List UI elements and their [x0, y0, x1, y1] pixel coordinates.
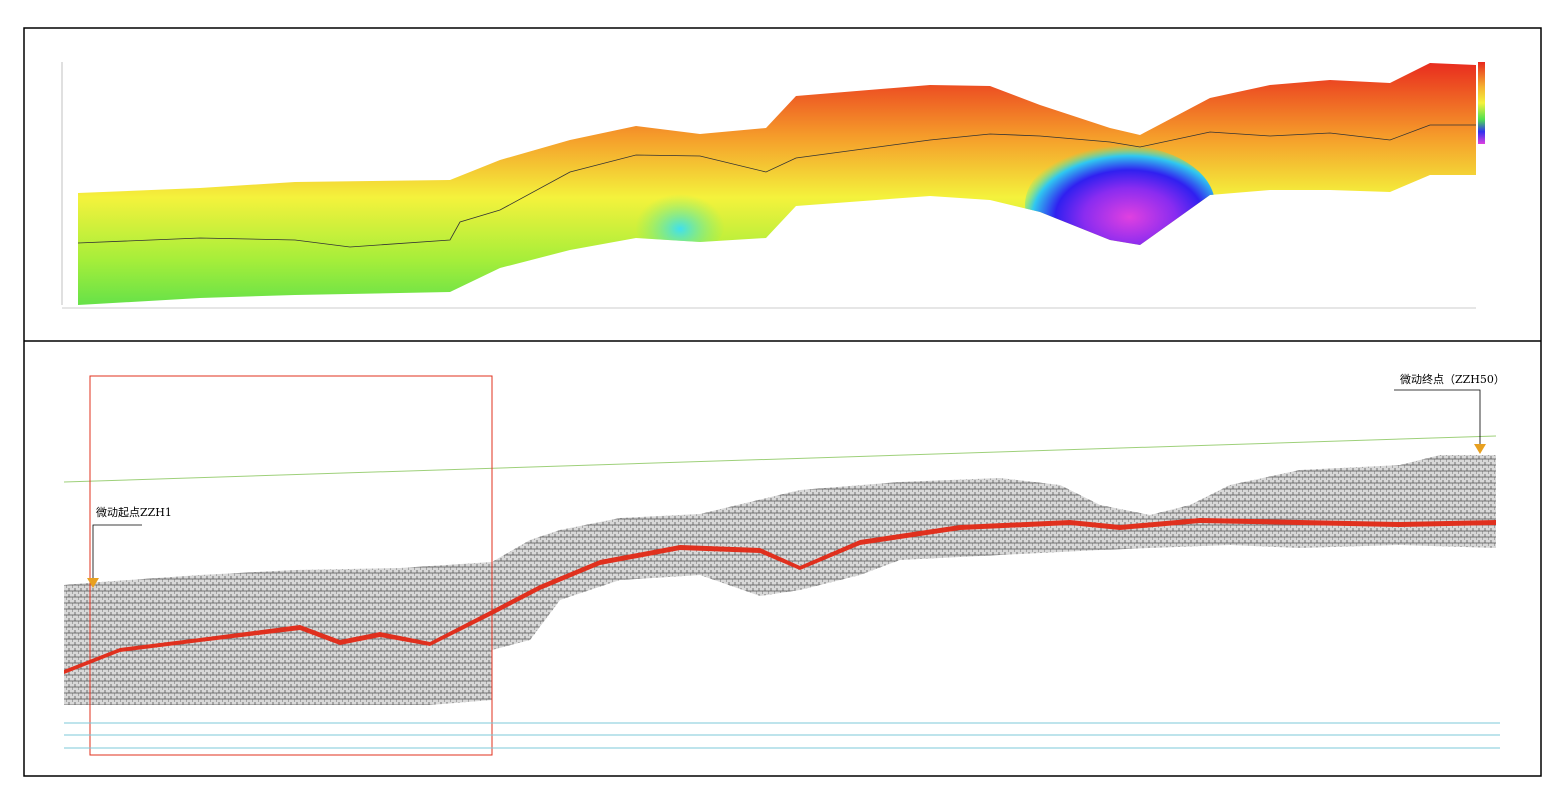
interface-line — [77, 124, 1476, 248]
velocity-fill — [78, 63, 1476, 305]
start-label: 微动起点ZZH1 — [96, 505, 172, 519]
strata — [64, 455, 1496, 705]
color-bar — [1478, 62, 1485, 144]
survey-line — [63, 435, 1497, 483]
leader-line — [92, 524, 142, 578]
low-velocity-anomaly — [635, 187, 725, 257]
leader-line — [1394, 389, 1481, 444]
geologic-section: 微动起点ZZH1 微动终点（ZZH50） — [63, 372, 1505, 756]
low-velocity-anomaly — [1025, 145, 1215, 265]
velocity-section — [61, 62, 1485, 309]
end-label: 微动终点（ZZH50） — [1400, 372, 1505, 386]
highlight-box — [89, 375, 493, 756]
start-marker — [87, 578, 99, 588]
frame — [23, 27, 1542, 777]
end-marker — [1474, 444, 1486, 454]
